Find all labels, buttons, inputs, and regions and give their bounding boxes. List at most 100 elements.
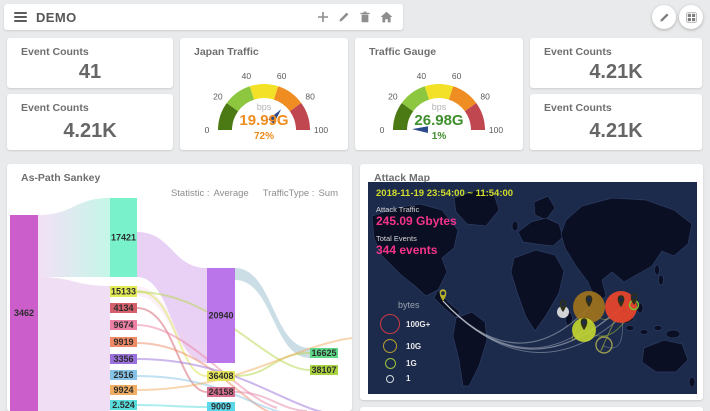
gauge-unit: bps bbox=[256, 102, 272, 112]
sankey-node bbox=[310, 365, 338, 375]
sankey-node bbox=[207, 371, 235, 381]
sankey-node bbox=[110, 286, 137, 297]
sankey-node-label: 20940 bbox=[208, 311, 233, 321]
attack-arc bbox=[442, 300, 590, 344]
stat-card-event-counts-2: Event Counts 4.21K bbox=[7, 94, 173, 150]
gauge-card-traffic-gauge: Traffic Gauge 0 20 40 60 80 100 bps 26.98G 1% bbox=[355, 38, 523, 150]
as-path-sankey-panel: As-Path Sankey Statistic : Average Traffic… bbox=[7, 164, 352, 411]
attack-traffic-value: 245.09 Gbytes bbox=[376, 214, 457, 228]
gauge-segment bbox=[401, 86, 430, 112]
gauge-segment bbox=[249, 84, 279, 100]
gauge-tick-label: 60 bbox=[452, 71, 462, 81]
edit-pencil-icon bbox=[659, 12, 669, 22]
sankey-strand bbox=[234, 352, 311, 377]
gauge-segment bbox=[464, 102, 485, 130]
map-time-range: 2018-11-19 23:54:00 ~ 11:54:00 bbox=[376, 188, 514, 199]
gauge-tick-label: 40 bbox=[417, 71, 427, 81]
sankey-traffictype-label: TrafficType : bbox=[262, 188, 315, 199]
stat-card-event-counts-4: Event Counts 4.21K bbox=[530, 94, 702, 150]
attack-bubbles bbox=[439, 289, 640, 354]
sankey-node-label: 36408 bbox=[208, 371, 233, 381]
attack-arc bbox=[442, 300, 585, 349]
legend-circle-icon bbox=[384, 358, 396, 369]
gauge-tick-label: 100 bbox=[489, 125, 503, 135]
sankey-strand bbox=[136, 375, 281, 411]
stat-card-event-counts-3: Event Counts 4.21K bbox=[530, 38, 702, 88]
sankey-meta: Statistic : Average TrafficType : Sum bbox=[171, 188, 338, 199]
delete-icon[interactable] bbox=[359, 11, 371, 23]
home-icon[interactable] bbox=[380, 11, 393, 23]
attack-arc bbox=[442, 300, 635, 353]
gauge-card-japan-traffic: Japan Traffic 0 20 40 60 80 100 bps 19.99G 72… bbox=[180, 38, 348, 150]
sankey-link bbox=[38, 198, 110, 277]
edit-icon[interactable] bbox=[338, 11, 350, 23]
map-pin-icon bbox=[580, 318, 588, 330]
edit-dashboard-button[interactable] bbox=[652, 5, 676, 29]
dashboard-title: DEMO bbox=[36, 9, 77, 25]
legend-circle-icon bbox=[383, 339, 397, 353]
sankey-node-label: 16625 bbox=[311, 348, 336, 358]
total-events-value: 344 events bbox=[376, 243, 438, 257]
map-pin-icon bbox=[559, 300, 567, 312]
stat-card-value: 4.21K bbox=[63, 119, 117, 142]
sankey-node bbox=[110, 198, 137, 277]
toolbar-actions bbox=[317, 11, 393, 23]
map-pin-icon bbox=[439, 289, 447, 301]
sankey-strand bbox=[234, 391, 308, 411]
menu-icon[interactable] bbox=[14, 10, 27, 24]
map-legend-item: 1 bbox=[378, 374, 430, 383]
map-pin-icon bbox=[585, 295, 593, 307]
sankey-node bbox=[110, 354, 137, 364]
sankey-node bbox=[207, 268, 235, 363]
total-events-label: Total Events bbox=[376, 234, 417, 243]
sankey-node-label: 17421 bbox=[111, 233, 136, 243]
world-map-landmass bbox=[371, 189, 696, 388]
map-pin-icon bbox=[617, 295, 625, 307]
sankey-strand bbox=[136, 358, 324, 411]
sankey-node bbox=[207, 402, 235, 411]
sankey-node-label: 2.524 bbox=[112, 400, 135, 410]
grid-icon bbox=[685, 11, 697, 23]
gauge-tick-label: 0 bbox=[380, 125, 385, 135]
gauge-chart: 0 20 40 60 80 100 bbox=[205, 71, 329, 135]
next-panel-edge bbox=[360, 407, 703, 411]
stat-card-title: Event Counts bbox=[21, 102, 89, 114]
gauge-segment bbox=[226, 86, 255, 112]
legend-circle-column bbox=[378, 374, 402, 383]
map-pin-hole bbox=[632, 295, 636, 300]
gauge-tick-label: 80 bbox=[305, 91, 315, 101]
legend-circle-column bbox=[378, 358, 402, 369]
sankey-node-label: 2516 bbox=[113, 370, 133, 380]
sankey-node bbox=[110, 370, 137, 380]
attack-arc bbox=[442, 300, 622, 350]
sankey-node-label: 3462 bbox=[14, 308, 34, 318]
gauge-unit: bps bbox=[431, 102, 447, 112]
sankey-chart: 3462 17421 15133 4134 9674 9919 3356 2516 9924 2.… bbox=[10, 198, 352, 411]
map-legend-item: 100G+ bbox=[378, 314, 430, 334]
sankey-node-label: 24158 bbox=[208, 387, 233, 397]
gauge-title: Traffic Gauge bbox=[369, 46, 437, 58]
gauge-percent: 1% bbox=[431, 131, 447, 142]
sankey-node-label: 38107 bbox=[311, 365, 336, 375]
map-pin-icon bbox=[630, 293, 638, 305]
sankey-traffictype-value: Sum bbox=[318, 188, 338, 199]
sankey-node bbox=[110, 337, 137, 347]
sankey-node-label: 9674 bbox=[113, 320, 133, 330]
attack-map-panel: Attack Map bbox=[360, 164, 703, 400]
attack-map-title: Attack Map bbox=[374, 172, 431, 184]
add-widget-icon[interactable] bbox=[317, 11, 329, 23]
stat-card-event-counts-1: Event Counts 41 bbox=[7, 38, 173, 88]
world-map: 2018-11-19 23:54:00 ~ 11:54:00 Attack Tr… bbox=[368, 182, 697, 394]
gauge-value: 26.98G bbox=[414, 112, 464, 129]
sankey-strand bbox=[136, 404, 208, 408]
stat-card-value: 4.21K bbox=[589, 119, 643, 142]
gauge-tick-label: 60 bbox=[277, 71, 287, 81]
sankey-strand bbox=[136, 337, 352, 391]
sankey-node-label: 9919 bbox=[113, 337, 133, 347]
map-pin-hole bbox=[441, 291, 445, 296]
world-map-chart bbox=[371, 189, 696, 388]
map-pin-hole bbox=[587, 297, 591, 302]
map-legend-item: 1G bbox=[378, 358, 430, 369]
layout-grid-button[interactable] bbox=[679, 5, 703, 29]
